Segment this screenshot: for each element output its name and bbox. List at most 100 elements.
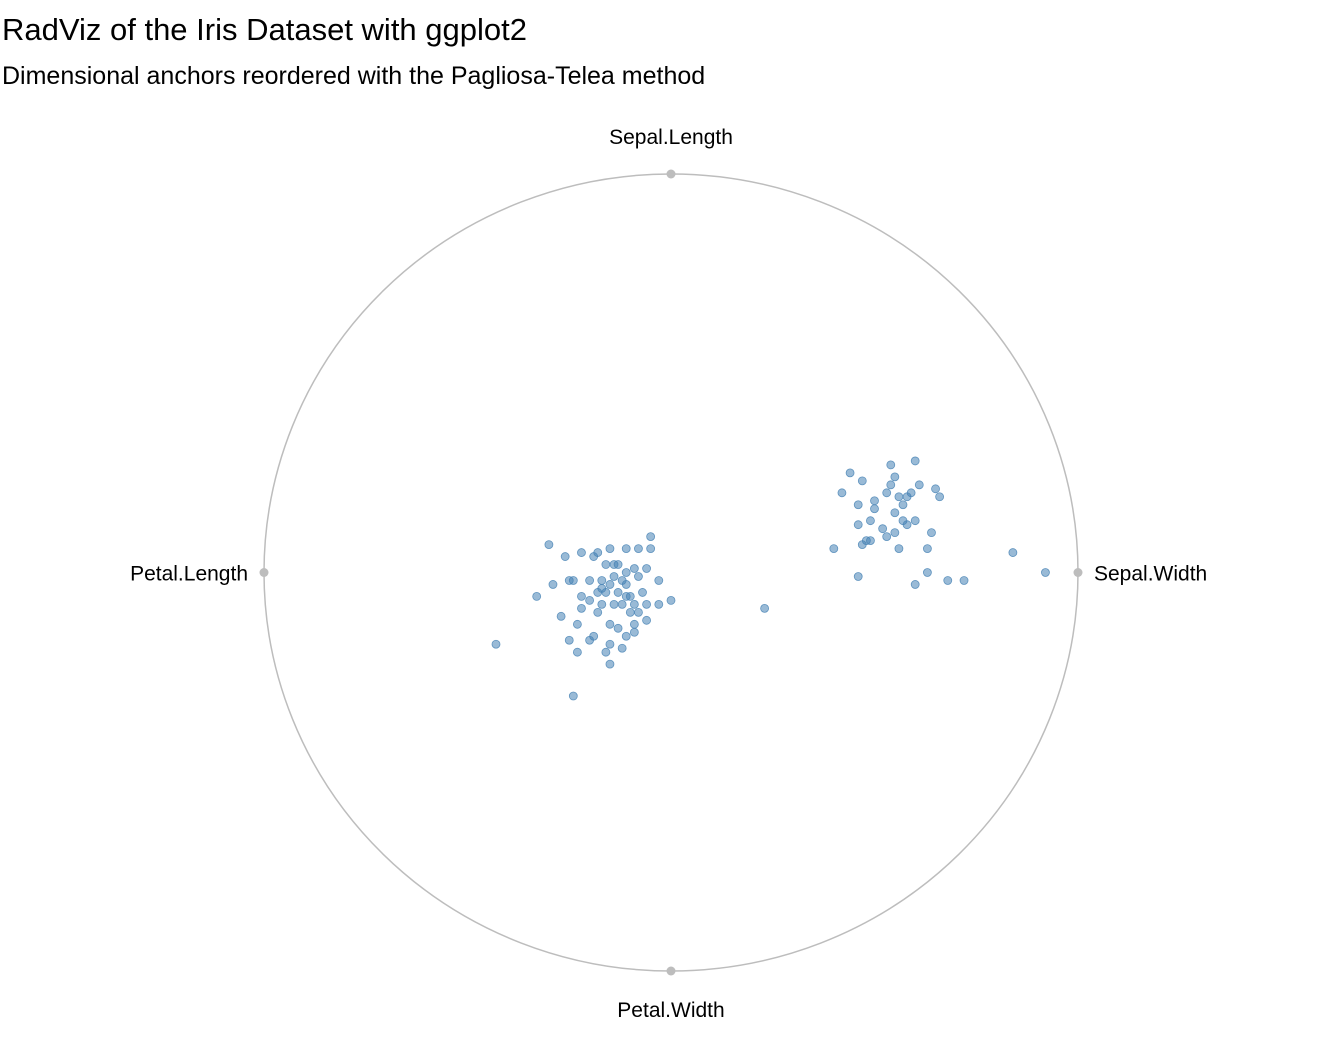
data-point [577, 548, 586, 557]
data-point [629, 564, 639, 573]
data-point [853, 500, 863, 510]
data-point [532, 592, 542, 601]
data-point [654, 599, 664, 609]
data-point [560, 552, 570, 561]
data-point [629, 619, 639, 629]
data-point [857, 540, 867, 550]
data-point [605, 639, 615, 649]
data-point [894, 544, 904, 553]
data-point [886, 480, 896, 490]
data-point [902, 520, 912, 530]
data-point [1008, 548, 1018, 557]
data-point [577, 603, 586, 613]
data-point [923, 568, 932, 577]
data-point [642, 615, 651, 625]
data-point [593, 548, 603, 557]
data-point [544, 540, 554, 550]
data-point [866, 536, 875, 546]
data-point [882, 488, 892, 498]
data-point [617, 643, 627, 653]
data-point [923, 544, 932, 553]
data-point [1041, 568, 1050, 577]
data-point [894, 492, 904, 502]
data-point [597, 584, 607, 593]
data-point [760, 603, 770, 613]
data-point [613, 588, 623, 597]
data-point [882, 532, 892, 542]
data-point [829, 544, 839, 553]
data-point [609, 599, 619, 609]
data-point [564, 576, 574, 585]
data-point [593, 607, 603, 617]
data-point [585, 635, 594, 645]
data-point [890, 472, 900, 482]
data-point [564, 635, 574, 645]
data-point [625, 607, 635, 617]
data-point [625, 592, 635, 601]
data-point [629, 627, 639, 637]
data-point [890, 528, 900, 538]
anchor-point [666, 169, 676, 179]
data-point [585, 576, 594, 585]
data-point [853, 520, 863, 530]
data-point [601, 647, 611, 657]
data-point [890, 508, 900, 518]
data-point [613, 623, 623, 633]
data-point [605, 659, 615, 669]
data-point [943, 576, 953, 585]
data-point [646, 532, 656, 542]
data-point [910, 456, 920, 466]
data-point [621, 631, 631, 641]
data-point [642, 599, 651, 609]
data-point [621, 568, 631, 577]
data-point [959, 576, 969, 585]
data-point [634, 607, 643, 617]
data-point [654, 576, 664, 585]
anchor-point [259, 568, 269, 577]
radviz-circle [263, 173, 1079, 972]
data-point [613, 560, 623, 569]
chart-title: RadViz of the Iris Dataset with ggplot2 [2, 12, 527, 47]
anchor-point [666, 966, 676, 976]
data-point [634, 544, 643, 553]
data-point [572, 647, 582, 657]
data-point [642, 564, 651, 573]
data-point [597, 599, 607, 609]
data-point [845, 468, 855, 478]
data-point [617, 599, 627, 609]
data-point [910, 580, 920, 589]
data-point [927, 528, 936, 538]
data-point [837, 488, 847, 498]
data-point [629, 599, 639, 609]
chart-subtitle: Dimensional anchors reordered with the P… [2, 62, 705, 90]
data-point [870, 504, 879, 514]
data-point [646, 544, 656, 553]
data-point [878, 524, 888, 534]
data-point [914, 480, 924, 490]
data-point [572, 619, 582, 629]
data-point [621, 580, 631, 589]
data-point [935, 492, 945, 502]
data-point [634, 572, 643, 581]
anchor-point [1073, 568, 1083, 577]
data-point [621, 544, 631, 553]
data-point [605, 580, 615, 589]
data-point [853, 572, 863, 581]
data-point [638, 588, 647, 597]
data-point [548, 580, 558, 589]
data-point [931, 484, 940, 494]
data-point [666, 595, 676, 605]
data-point [556, 611, 566, 621]
data-point [866, 516, 875, 526]
data-point [597, 576, 607, 585]
anchor-label: Sepal.Length [609, 126, 733, 149]
data-point [605, 544, 615, 553]
anchor-label: Petal.Width [617, 999, 724, 1022]
data-point [585, 595, 594, 605]
data-point [898, 500, 908, 510]
data-point [491, 639, 501, 649]
data-point [609, 572, 619, 581]
data-point [857, 476, 867, 486]
anchor-label: Sepal.Width [1094, 563, 1207, 586]
